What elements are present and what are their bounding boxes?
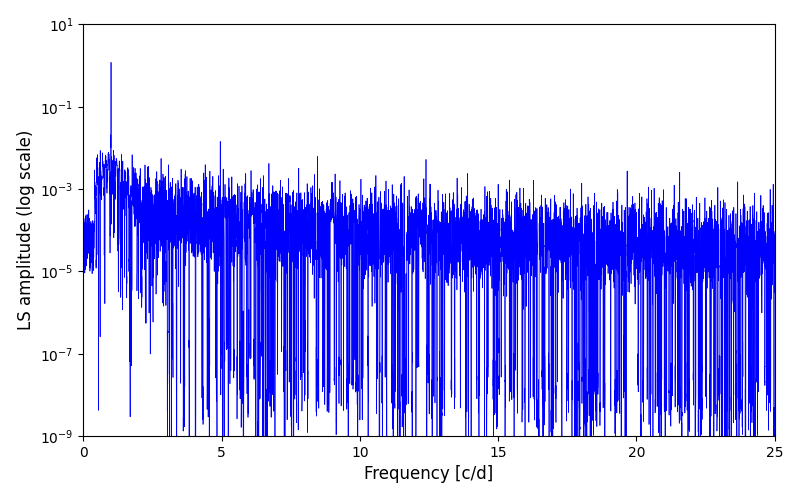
Y-axis label: LS amplitude (log scale): LS amplitude (log scale) — [17, 130, 34, 330]
X-axis label: Frequency [c/d]: Frequency [c/d] — [364, 466, 494, 483]
